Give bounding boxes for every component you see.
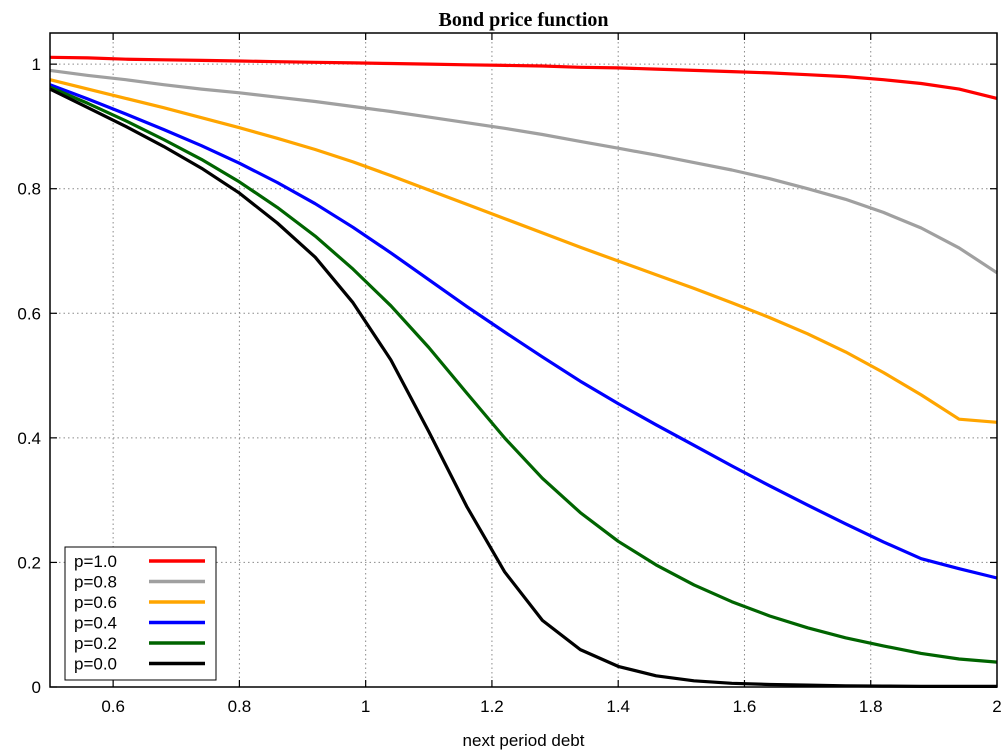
grid (50, 33, 997, 687)
x-tick-label: 1 (361, 697, 370, 716)
legend-label: p=1.0 (74, 552, 117, 571)
legend-label: p=0.4 (74, 614, 117, 633)
x-tick-label: 0.6 (101, 697, 125, 716)
series-line-p=1.0 (49, 55, 998, 100)
x-axis-title: next period debt (463, 731, 585, 750)
legend-label: p=0.8 (74, 573, 117, 592)
legend-label: p=0.2 (74, 634, 117, 653)
y-tick-label: 0.8 (17, 180, 41, 199)
y-tick-label: 0.4 (17, 429, 41, 448)
axis-ticks: 0.6 0.8 1 1.2 1.4 1.6 1.8 2 0 0.2 0.4 0.6 0.8 1 (17, 33, 1002, 716)
plot-frame (49, 32, 998, 688)
x-tick-label: 2 (992, 697, 1001, 716)
chart-title: Bond price function (438, 9, 608, 31)
series-line-p=0.0 (49, 87, 997, 689)
series-line-p=0.6 (49, 78, 998, 424)
legend-box (64, 546, 217, 681)
y-tick-label: 0.2 (17, 553, 41, 572)
legend-label: p=0.6 (74, 593, 117, 612)
x-tick-label: 1.6 (733, 697, 757, 716)
x-tick-label: 1.8 (859, 697, 883, 716)
y-tick-label: 0.6 (17, 304, 41, 323)
x-tick-label: 1.2 (480, 697, 504, 716)
legend: p=1.0 p=0.8p=0.6 p=0.4p=0.2 p=0.0 (64, 546, 217, 681)
y-tick-label: 1 (32, 55, 41, 74)
series-lines (49, 55, 998, 689)
series-line-p=0.4 (49, 83, 998, 580)
x-tick-label: 0.8 (228, 697, 252, 716)
x-tick-label: 1.4 (606, 697, 630, 716)
series-line-p=0.8 (49, 68, 998, 275)
legend-label: p=0.0 (74, 655, 117, 674)
y-tick-label: 0 (32, 678, 41, 697)
series-line-p=0.2 (49, 85, 998, 664)
